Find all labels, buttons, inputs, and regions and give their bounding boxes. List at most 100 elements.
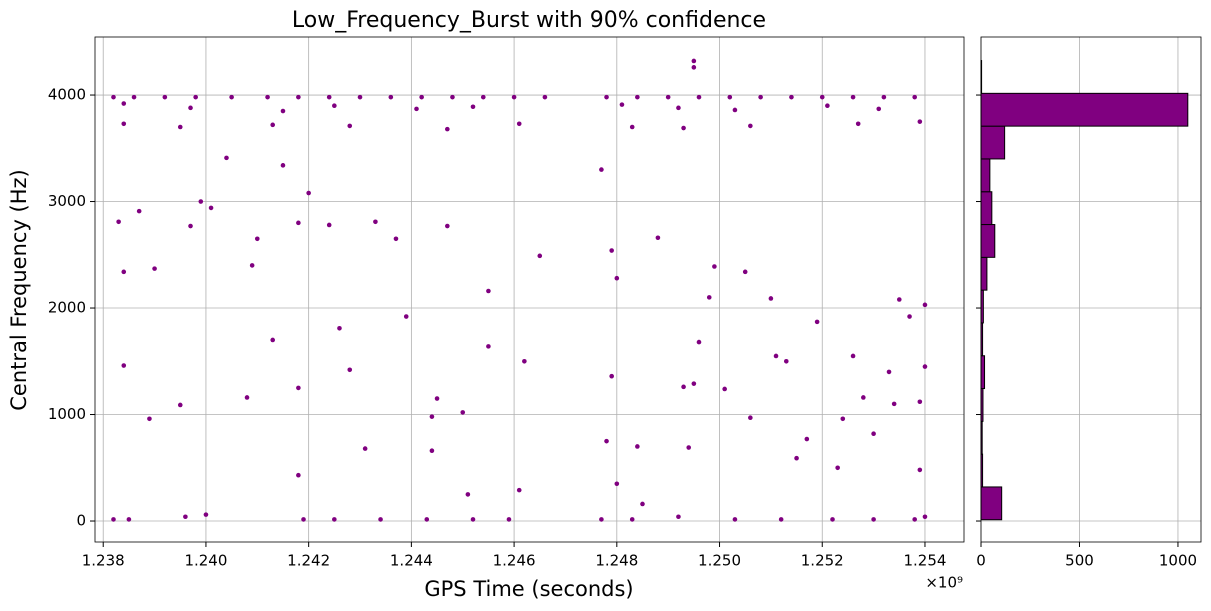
point [357,94,363,100]
point [177,402,183,408]
point [136,208,142,214]
point [773,353,779,359]
point [131,94,137,100]
plot-frame [980,36,1202,543]
point [270,122,276,128]
y-tick-label: 2000 [48,299,86,317]
point [224,155,229,161]
point [855,121,861,127]
point [691,58,697,64]
point [434,396,440,401]
point [486,288,491,294]
point [830,517,835,522]
point [804,436,810,442]
x-tick-label: 500 [1065,552,1094,570]
point [732,517,738,522]
point [470,517,476,522]
histogram-bar [980,191,993,226]
point [126,517,132,522]
point [147,416,152,422]
point [727,94,733,100]
point [121,363,127,368]
x-multiplier: ×10⁹ [925,574,963,592]
point [599,167,604,172]
point [912,94,917,100]
point [388,94,394,100]
point [922,364,928,369]
point [183,514,188,520]
point [306,190,311,196]
point [691,65,697,70]
plot-frame [94,36,965,543]
x-tick-label: 1.242 [287,552,330,570]
point [419,94,424,100]
point [265,94,270,100]
point [506,517,512,522]
point [188,223,193,229]
point [748,123,753,129]
point [229,94,234,100]
point [511,94,517,100]
point [111,517,116,522]
point [429,448,435,454]
point [326,94,332,100]
point [609,373,614,379]
point [722,386,727,392]
point [445,126,450,132]
x-tick-label: 1.246 [493,552,536,570]
point [635,94,640,100]
point [686,445,692,450]
x-tick-label: 1.248 [595,552,638,570]
point [486,344,491,349]
point [270,337,276,343]
point [121,269,127,275]
point [748,415,753,421]
point [917,119,923,124]
point [198,199,204,204]
point [886,369,892,375]
point [337,325,342,331]
point [121,101,127,106]
x-tick-label: 1.250 [698,552,741,570]
point [522,358,527,364]
point [681,125,686,131]
point [789,94,794,100]
point [825,103,830,108]
histogram-bar [980,355,986,390]
x-tick-label: 1.240 [184,552,227,570]
x-tick-label: 1.252 [801,552,844,570]
y-tick-label: 4000 [48,86,86,104]
point [691,381,697,386]
point [470,104,476,110]
histogram-bar [980,224,996,258]
point [896,297,902,302]
point [254,236,260,242]
point [347,367,353,373]
point [208,205,214,211]
point [162,94,168,100]
point [445,223,450,229]
x-tick-label: 0 [976,552,986,570]
point [614,275,620,281]
histogram-bar [980,92,1189,127]
point [542,94,548,100]
point [629,517,635,522]
point [301,517,306,522]
point [480,94,486,100]
point [326,222,332,228]
point [881,94,887,100]
point [922,302,928,308]
point [922,514,928,520]
point [629,124,635,130]
histogram-bar [980,486,1003,521]
point [850,353,856,359]
point [676,514,681,520]
point [614,481,620,487]
point [188,105,193,111]
point [332,103,337,108]
y-axis-label: Central Frequency (Hz) [7,169,31,411]
point [296,385,301,391]
y-tick-label: 3000 [48,192,86,210]
histogram-bar [980,125,1006,160]
point [332,517,337,522]
